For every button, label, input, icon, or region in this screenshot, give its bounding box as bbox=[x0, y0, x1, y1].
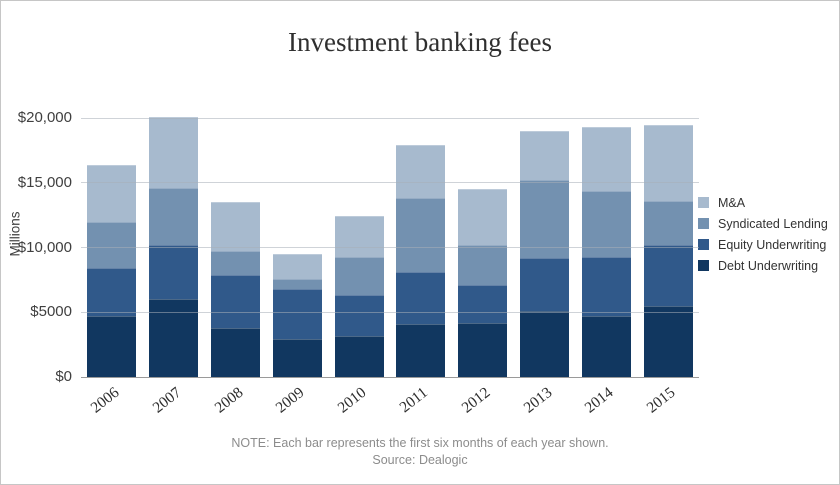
bar-segment-debt-underwriting bbox=[520, 310, 569, 377]
bar-2014 bbox=[581, 118, 631, 377]
footnote-source: Source: Dealogic bbox=[372, 453, 468, 467]
footnote: NOTE: Each bar represents the first six … bbox=[1, 435, 839, 469]
bar-2009 bbox=[272, 118, 322, 377]
bar-2015 bbox=[643, 118, 693, 377]
bar-segment-equity-underwriting bbox=[643, 244, 693, 306]
bar-segment-debt-underwriting bbox=[581, 316, 631, 377]
bar-segment-syndicated-lending bbox=[272, 278, 322, 289]
bar-segment-m-a bbox=[581, 127, 631, 191]
y-axis-tick-label: $10,000 bbox=[17, 238, 72, 256]
bar-segment-equity-underwriting bbox=[149, 244, 199, 300]
bar-segment-syndicated-lending bbox=[87, 221, 137, 269]
y-axis-tick-label: $15,000 bbox=[17, 173, 72, 191]
bar-2010 bbox=[334, 118, 384, 377]
x-axis-tick-label: 2010 bbox=[334, 384, 370, 417]
bar-segment-m-a bbox=[87, 164, 137, 222]
legend-swatch-debt-underwriting bbox=[698, 260, 709, 271]
x-axis-tick-label: 2013 bbox=[520, 384, 555, 417]
bar-segment-m-a bbox=[643, 124, 693, 201]
bar-segment-equity-underwriting bbox=[334, 295, 384, 336]
legend-item-m-a[interactable]: M&A bbox=[698, 192, 828, 213]
bar-segment-syndicated-lending bbox=[581, 190, 631, 257]
gridline-10000 bbox=[81, 247, 699, 248]
bar-segment-m-a bbox=[396, 145, 446, 199]
y-axis-tick-label: $20,000 bbox=[17, 109, 72, 126]
legend-swatch-syndicated-lending bbox=[698, 218, 709, 229]
bar-segment-debt-underwriting bbox=[643, 305, 693, 377]
x-axis-tick-label: 2007 bbox=[149, 384, 185, 417]
bar-segment-debt-underwriting bbox=[334, 335, 384, 377]
bar-segment-equity-underwriting bbox=[520, 257, 569, 311]
bar-2006 bbox=[87, 118, 137, 377]
bar-segment-equity-underwriting bbox=[87, 268, 137, 317]
x-axis-tick-label: 2015 bbox=[643, 384, 679, 417]
bar-segment-syndicated-lending bbox=[458, 244, 508, 286]
legend: M&A Syndicated Lending Equity Underwriting… bbox=[698, 192, 828, 276]
x-axis-tick-label: 2011 bbox=[396, 384, 432, 417]
bar-segment-debt-underwriting bbox=[87, 316, 137, 377]
bar-segment-equity-underwriting bbox=[458, 285, 508, 323]
x-axis-tick-label: 2012 bbox=[458, 384, 494, 417]
bar-segment-debt-underwriting bbox=[211, 327, 260, 377]
y-axis-tick-label: $5000 bbox=[30, 303, 72, 321]
bar-segment-syndicated-lending bbox=[643, 200, 693, 245]
x-axis-tick-label: 2009 bbox=[272, 384, 308, 417]
x-axis-tick-label: 2014 bbox=[581, 384, 617, 417]
plot-area: $0 $5000 $10,000 $15,000 $20,000 2006 2007 2008… bbox=[18, 109, 699, 416]
legend-item-debt-underwriting[interactable]: Debt Underwriting bbox=[698, 255, 828, 276]
x-axis-tick-label: 2008 bbox=[211, 384, 246, 417]
bar-segment-m-a bbox=[211, 202, 260, 252]
bar-segment-equity-underwriting bbox=[581, 256, 631, 317]
footnote-text: NOTE: Each bar represents the first six … bbox=[231, 436, 609, 450]
legend-item-syndicated-lending[interactable]: Syndicated Lending bbox=[698, 213, 828, 234]
legend-swatch-equity-underwriting bbox=[698, 239, 709, 250]
legend-item-equity-underwriting[interactable]: Equity Underwriting bbox=[698, 234, 828, 255]
bar-segment-m-a bbox=[458, 189, 508, 245]
bar-segment-m-a bbox=[520, 130, 569, 181]
y-axis-tick-label: $0 bbox=[55, 368, 72, 385]
bar-segment-equity-underwriting bbox=[211, 274, 260, 328]
bar-2012 bbox=[458, 118, 508, 377]
bar-2011 bbox=[396, 118, 446, 377]
gridline-20000 bbox=[81, 117, 699, 119]
bar-segment-debt-underwriting bbox=[458, 322, 508, 377]
gridline-5000 bbox=[81, 311, 699, 313]
bar-segment-equity-underwriting bbox=[272, 288, 322, 340]
legend-label: Equity Underwriting bbox=[718, 237, 827, 252]
bar-segment-syndicated-lending bbox=[211, 251, 260, 275]
bar-segment-syndicated-lending bbox=[520, 180, 569, 258]
bar-segment-m-a bbox=[272, 254, 322, 279]
bar-segment-m-a bbox=[334, 216, 384, 257]
legend-label: M&A bbox=[718, 195, 746, 210]
bar-segment-syndicated-lending bbox=[149, 187, 199, 245]
x-axis-tick-label: 2006 bbox=[87, 384, 123, 417]
bar-segment-debt-underwriting bbox=[396, 323, 446, 377]
bar-segment-syndicated-lending bbox=[396, 198, 446, 273]
bar-segment-debt-underwriting bbox=[272, 339, 322, 377]
legend-label: Debt Underwriting bbox=[718, 258, 819, 273]
legend-label: Syndicated Lending bbox=[718, 216, 828, 231]
gridline-15000 bbox=[81, 182, 699, 184]
bar-2013 bbox=[520, 118, 569, 377]
bar-2008 bbox=[211, 118, 260, 377]
bar-segment-syndicated-lending bbox=[334, 256, 384, 296]
chart-title: Investment banking fees bbox=[288, 27, 552, 57]
bar-segment-equity-underwriting bbox=[396, 272, 446, 324]
bar-segment-m-a bbox=[149, 116, 199, 188]
legend-swatch-m-a bbox=[698, 197, 709, 208]
